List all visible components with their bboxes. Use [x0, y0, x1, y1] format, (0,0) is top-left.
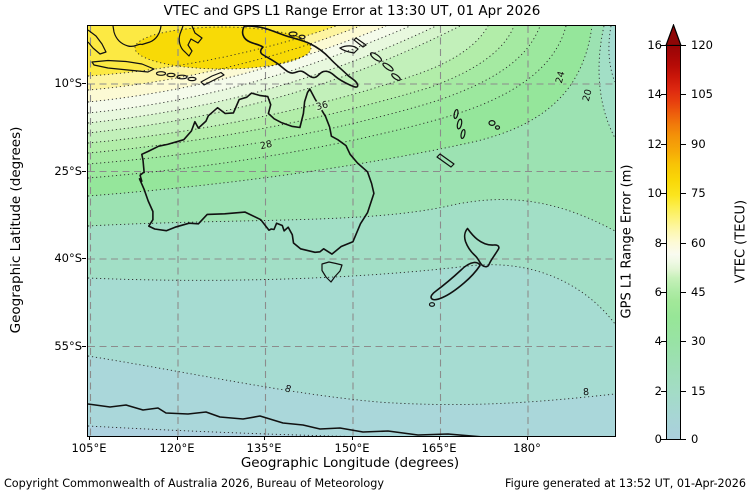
fiji-island: [488, 119, 496, 126]
contour-label-36: 36: [315, 99, 329, 113]
coastlines: [88, 26, 501, 436]
generated-timestamp-text: Figure generated at 13:52 UT, 01-Apr-202…: [505, 477, 746, 490]
cb-right-tick-label: 120: [691, 38, 713, 52]
cb-left-tick-label: 0: [654, 432, 662, 446]
colorbar-right-axis-label: VTEC (TECU): [733, 199, 749, 284]
colorbar: [666, 45, 681, 440]
x-tick-mark: [527, 436, 529, 440]
cb-left-tick-label: 10: [647, 186, 662, 200]
chart-title: VTEC and GPS L1 Range Error at 13:30 UT,…: [163, 3, 541, 19]
colorbar-left-axis-label: GPS L1 Range Error (m): [619, 164, 635, 319]
cb-left-tick-label: 8: [654, 235, 662, 250]
copyright-text: Copyright Commonwealth of Australia 2026…: [4, 477, 384, 490]
cb-right-tick-label: 105: [691, 87, 713, 101]
x-axis-label: Geographic Longitude (degrees): [240, 455, 460, 471]
timor-coastline: [200, 71, 225, 86]
sulawesi-coastline: [178, 26, 203, 57]
new-guinea-coastline: [241, 26, 359, 88]
offshore-island: [298, 34, 306, 40]
cb-tick-right: [681, 45, 686, 47]
cb-right-tick-label: 30: [691, 334, 706, 348]
x-tick-label: 165°E: [421, 441, 457, 455]
x-tick-mark: [352, 436, 354, 440]
cb-right-tick-label: 45: [691, 285, 706, 299]
y-tick-mark: [82, 170, 86, 172]
cb-tick-left: [661, 439, 666, 441]
colorbar-over-arrow: [665, 23, 682, 46]
contour-label-28: 28: [259, 139, 273, 152]
cb-right-tick-label: 60: [691, 235, 706, 250]
cb-left-tick-label: 4: [654, 334, 662, 348]
vanuatu-islands: [453, 108, 466, 140]
cb-right-tick-label: 90: [691, 136, 706, 151]
cb-tick-right: [681, 292, 686, 294]
cb-tick-right: [681, 242, 686, 244]
cb-tick-left: [661, 143, 666, 145]
cb-tick-left: [661, 390, 666, 392]
x-tick-mark: [177, 436, 179, 440]
australia-coastline: [138, 88, 375, 255]
offshore-island: [288, 31, 298, 37]
cb-tick-right: [681, 193, 686, 195]
antarctica-coastline: [88, 403, 481, 436]
cb-tick-right: [681, 439, 686, 441]
cb-tick-left: [661, 45, 666, 47]
contour-label-20: 20: [581, 88, 595, 103]
cb-left-tick-label: 2: [654, 383, 662, 398]
borneo-coastline: [112, 26, 162, 48]
contour-label-24: 24: [554, 70, 568, 85]
cb-tick-left: [661, 341, 666, 343]
cb-left-tick-label: 6: [654, 285, 662, 299]
sumatra-coastline: [88, 29, 107, 55]
x-tick-label: 150°E: [334, 441, 370, 455]
y-tick-label: 25°S: [54, 163, 82, 178]
y-tick-mark: [82, 345, 86, 347]
nz-south-island-coastline: [430, 261, 481, 301]
stewart-island: [428, 302, 436, 307]
contour-lines: [88, 26, 615, 436]
x-tick-mark: [89, 436, 91, 440]
lesser-sunda-islands: [155, 71, 197, 82]
y-tick-label: 55°S: [54, 338, 82, 353]
cb-left-tick-label: 12: [647, 136, 662, 151]
cb-tick-right: [681, 341, 686, 343]
map-plot-area: 36 28 24 20 8 8: [87, 25, 616, 437]
cb-tick-left: [661, 94, 666, 96]
contour-value-labels: 36 28 24 20 8 8: [258, 69, 597, 400]
tasmania-coastline: [321, 261, 343, 283]
cb-right-tick-label: 15: [691, 383, 706, 398]
x-tick-label: 180°: [513, 441, 541, 455]
y-tick-label: 10°S: [54, 76, 82, 90]
cb-tick-left: [661, 193, 666, 195]
fiji-island: [494, 125, 501, 130]
contour-label-8-right: 8: [583, 387, 590, 398]
contour-map: 36 28 24 20 8 8: [88, 26, 615, 436]
cb-tick-left: [661, 242, 666, 244]
solomon-islands-chain: [338, 37, 401, 81]
cb-tick-left: [661, 292, 666, 294]
y-axis-label: Geographic Latitude (degrees): [8, 126, 24, 334]
nz-north-island-coastline: [463, 227, 500, 268]
cb-tick-right: [681, 94, 686, 96]
y-tick-mark: [82, 258, 86, 260]
y-tick-mark: [82, 83, 86, 85]
x-tick-label: 135°E: [246, 441, 282, 455]
cb-right-tick-label: 75: [691, 186, 706, 200]
cb-tick-right: [681, 390, 686, 392]
x-tick-mark: [264, 436, 266, 440]
cb-left-tick-label: 14: [647, 87, 662, 101]
new-caledonia-coastline: [436, 153, 455, 168]
java-coastline: [91, 59, 155, 73]
cb-left-tick-label: 16: [647, 38, 662, 52]
cb-right-tick-label: 0: [691, 432, 699, 446]
x-tick-label: 120°E: [159, 441, 195, 455]
x-tick-label: 105°E: [71, 441, 107, 455]
cb-tick-right: [681, 143, 686, 145]
x-tick-mark: [439, 436, 441, 440]
gridlines: [88, 26, 615, 436]
y-tick-label: 40°S: [54, 251, 82, 265]
